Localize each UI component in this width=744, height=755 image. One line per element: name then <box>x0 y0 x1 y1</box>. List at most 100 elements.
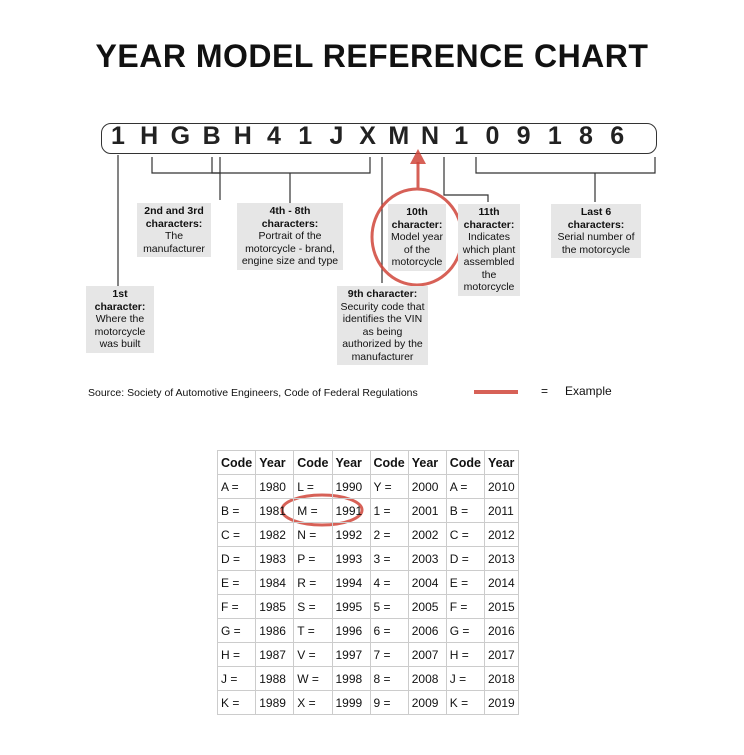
year-cell: 1981 <box>255 498 295 523</box>
code-cell: X = <box>293 690 333 715</box>
label-last-6-characters: Last 6 characters: Serial number of the m… <box>551 204 641 258</box>
code-cell: 2 = <box>369 522 409 547</box>
bracket-11th <box>443 157 489 202</box>
code-cell: D = <box>216 546 257 571</box>
code-cell: A = <box>445 474 486 499</box>
vin-character: M <box>388 122 410 150</box>
table-header-row: Code Year Code Year Code Year Code Year <box>216 450 519 475</box>
code-cell: 9 = <box>369 690 409 715</box>
table-header-cell: Year <box>484 450 519 475</box>
source-note: Source: Society of Automotive Engineers,… <box>88 387 418 399</box>
table-header-cell: Code <box>369 450 409 475</box>
vin-character: 9 <box>516 122 531 150</box>
table-row: H = 1987 V = 1997 7 = 2007 H = 2017 <box>216 642 519 667</box>
year-cell: 1995 <box>331 594 371 619</box>
code-cell: P = <box>293 546 333 571</box>
table-row: F = 1985 S = 1995 5 = 2005 F = 2015 <box>216 594 519 619</box>
vin-character: H <box>233 122 252 150</box>
table-header-cell: Code <box>445 450 486 475</box>
red-arrow-head <box>410 149 426 164</box>
code-cell: 6 = <box>369 618 409 643</box>
year-cell: 1990 <box>331 474 371 499</box>
table-row: D = 1983 P = 1993 3 = 2003 D = 2013 <box>216 546 519 571</box>
year-cell: 1986 <box>255 618 295 643</box>
year-cell: 1988 <box>255 666 295 691</box>
code-cell: W = <box>293 666 333 691</box>
year-cell: 1982 <box>255 522 295 547</box>
year-cell: 2003 <box>407 546 447 571</box>
table-header-cell: Code <box>216 450 257 475</box>
code-cell: T = <box>293 618 333 643</box>
code-cell: K = <box>216 690 257 715</box>
code-cell: H = <box>445 642 486 667</box>
vin-character: X <box>359 122 376 150</box>
vin-box <box>101 123 657 154</box>
year-cell: 1989 <box>255 690 295 715</box>
code-cell: Y = <box>369 474 409 499</box>
year-cell: 2019 <box>484 690 519 715</box>
year-cell: 2011 <box>484 498 519 523</box>
label-10th-character: 10th character: Model year of the motorcy… <box>388 204 446 271</box>
table-row: A = 1980 L = 1990 Y = 2000 A = 2010 <box>216 474 519 499</box>
year-cell: 2012 <box>484 522 519 547</box>
code-cell: D = <box>445 546 486 571</box>
vin-character: H <box>140 122 159 150</box>
table-row: E = 1984 R = 1994 4 = 2004 E = 2014 <box>216 570 519 595</box>
label-11th-character: 11th character: Indicates which plant ass… <box>458 204 520 296</box>
legend-example-label: Example <box>565 384 612 398</box>
table-row: J = 1988 W = 1998 8 = 2008 J = 2018 <box>216 666 519 691</box>
year-cell: 2002 <box>407 522 447 547</box>
table-row: C = 1982 N = 1992 2 = 2002 C = 2012 <box>216 522 519 547</box>
year-cell: 1980 <box>255 474 295 499</box>
vin-character: 1 <box>298 122 313 150</box>
year-cell: 2008 <box>407 666 447 691</box>
year-cell: 2015 <box>484 594 519 619</box>
code-cell: 1 = <box>369 498 409 523</box>
legend-equals: = <box>541 384 549 398</box>
vin-character: B <box>202 122 221 150</box>
label-1st-character: 1st character: Where the motorcycle was b… <box>86 286 154 353</box>
year-code-table: Code Year Code Year Code Year Code Year A = 1980… <box>216 450 519 715</box>
year-cell: 2016 <box>484 618 519 643</box>
year-cell: 1987 <box>255 642 295 667</box>
year-cell: 1997 <box>331 642 371 667</box>
year-cell: 1999 <box>331 690 371 715</box>
code-cell: E = <box>445 570 486 595</box>
code-cell: 4 = <box>369 570 409 595</box>
year-cell: 2013 <box>484 546 519 571</box>
year-cell: 2006 <box>407 618 447 643</box>
year-cell: 1991 <box>331 498 371 523</box>
code-cell: 7 = <box>369 642 409 667</box>
code-cell: N = <box>293 522 333 547</box>
table-row: K = 1989 X = 1999 9 = 2009 K = 2019 <box>216 690 519 715</box>
code-cell: C = <box>216 522 257 547</box>
code-cell: F = <box>216 594 257 619</box>
code-cell: V = <box>293 642 333 667</box>
code-cell: G = <box>445 618 486 643</box>
label-2nd-3rd-characters: 2nd and 3rd characters: The manufacturer <box>137 203 211 257</box>
vin-character: 4 <box>267 122 281 150</box>
code-cell: 8 = <box>369 666 409 691</box>
code-cell: C = <box>445 522 486 547</box>
vin-character: 8 <box>579 122 593 150</box>
code-cell: M = <box>293 498 333 523</box>
year-cell: 1984 <box>255 570 295 595</box>
table-row: B = 1981 M = 1991 1 = 2001 B = 2011 <box>216 498 519 523</box>
vin-character: 1 <box>111 122 125 150</box>
year-cell: 2017 <box>484 642 519 667</box>
bracket-last6 <box>475 157 656 202</box>
table-header-cell: Year <box>331 450 371 475</box>
year-cell: 2018 <box>484 666 519 691</box>
year-cell: 1985 <box>255 594 295 619</box>
year-cell: 1998 <box>331 666 371 691</box>
year-cell: 2007 <box>407 642 447 667</box>
code-cell: H = <box>216 642 257 667</box>
vin-character: 6 <box>610 122 625 150</box>
code-cell: R = <box>293 570 333 595</box>
year-cell: 2009 <box>407 690 447 715</box>
code-cell: F = <box>445 594 486 619</box>
year-cell: 1994 <box>331 570 371 595</box>
table-header-cell: Year <box>407 450 447 475</box>
year-cell: 2010 <box>484 474 519 499</box>
